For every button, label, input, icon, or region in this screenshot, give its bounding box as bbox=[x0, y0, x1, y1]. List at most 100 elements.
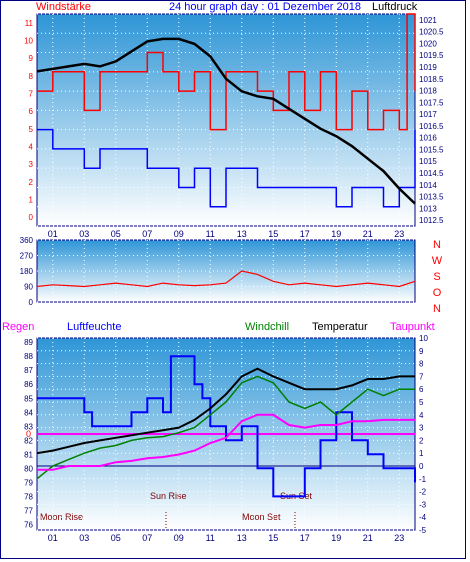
wind-axis-label: Windstärke bbox=[36, 1, 91, 13]
direction-tick-label: 90 bbox=[24, 283, 33, 292]
temperature-tick-label: -3 bbox=[419, 500, 427, 509]
temperature-tick-label: -5 bbox=[419, 526, 427, 535]
humidity-tick-label: 77 bbox=[24, 506, 33, 515]
x-tick-label: 05 bbox=[111, 229, 121, 239]
wind-tick-label: 4 bbox=[29, 143, 34, 152]
temperature-tick-label: 5 bbox=[419, 398, 424, 407]
humidity-tick-label: 84 bbox=[24, 408, 33, 417]
legend-taupunkt: Taupunkt bbox=[390, 321, 435, 333]
humidity-tick-label: 82 bbox=[24, 436, 33, 445]
humidity-tick-label: 88 bbox=[24, 352, 33, 361]
chart-title: 24 hour graph day : 01 Dezember 2018 bbox=[169, 1, 361, 13]
pressure-tick-label: 1019 bbox=[419, 63, 437, 72]
pressure-tick-label: 1012.5 bbox=[419, 216, 444, 225]
x-tick-label: 01 bbox=[48, 533, 58, 543]
temperature-tick-label: 1 bbox=[419, 449, 424, 458]
pressure-tick-label: 1016 bbox=[419, 134, 437, 143]
x-tick-label: 07 bbox=[142, 229, 152, 239]
x-tick-label: 13 bbox=[237, 533, 247, 543]
x-tick-label: 13 bbox=[237, 229, 247, 239]
temperature-tick-label: -4 bbox=[419, 513, 427, 522]
wind-tick-label: 7 bbox=[29, 90, 34, 99]
temperature-tick-label: -1 bbox=[419, 475, 427, 484]
x-tick-label: 19 bbox=[331, 533, 341, 543]
wind-tick-label: 2 bbox=[29, 178, 34, 187]
pressure-tick-label: 1018 bbox=[419, 87, 437, 96]
legend-windchill: Windchill bbox=[245, 321, 289, 333]
temperature-tick-label: 7 bbox=[419, 372, 424, 381]
x-tick-label: 23 bbox=[394, 229, 404, 239]
series-windchill bbox=[36, 375, 415, 480]
x-tick-label: 11 bbox=[206, 533, 215, 543]
x-tick-label: 03 bbox=[79, 229, 89, 239]
pressure-tick-label: 1013.5 bbox=[419, 193, 444, 202]
temperature-tick-label: 0 bbox=[419, 462, 424, 471]
wind-tick-label: 0 bbox=[29, 213, 34, 222]
temperature-tick-label: 9 bbox=[419, 347, 424, 356]
temperature-tick-label: 2 bbox=[419, 436, 424, 445]
humidity-tick-label: 76 bbox=[24, 520, 33, 529]
direction-letter: N bbox=[433, 239, 441, 251]
series-layer bbox=[36, 13, 416, 498]
x-tick-label: 09 bbox=[174, 533, 184, 543]
rain-zero-label: 0 bbox=[26, 429, 31, 439]
wind-tick-label: 8 bbox=[29, 72, 34, 81]
pressure-axis-label: Luftdruck bbox=[372, 1, 418, 13]
pressure-tick-label: 1017 bbox=[419, 110, 437, 119]
pressure-tick-label: 1020 bbox=[419, 39, 437, 48]
series-gust bbox=[37, 128, 416, 208]
wind-tick-label: 11 bbox=[25, 19, 34, 28]
wind-tick-label: 3 bbox=[29, 160, 34, 169]
wind-tick-label: 10 bbox=[24, 37, 33, 46]
humidity-tick-label: 87 bbox=[24, 366, 33, 375]
x-tick-label: 07 bbox=[142, 533, 152, 543]
wind-tick-label: 6 bbox=[29, 107, 34, 116]
pressure-tick-label: 1015 bbox=[419, 157, 437, 166]
sun-rise-label: Sun Rise bbox=[150, 491, 187, 501]
x-tick-label: 03 bbox=[79, 533, 89, 543]
pressure-tick-label: 1013 bbox=[419, 204, 437, 213]
temperature-tick-label: 6 bbox=[419, 385, 424, 394]
pressure-tick-label: 1019.5 bbox=[419, 51, 444, 60]
pressure-tick-label: 1021 bbox=[419, 16, 437, 25]
x-tick-label: 23 bbox=[394, 533, 404, 543]
temperature-tick-label: 10 bbox=[419, 334, 428, 343]
x-tick-label: 05 bbox=[111, 533, 121, 543]
x-tick-label: 01 bbox=[48, 229, 58, 239]
x-tick-label: 19 bbox=[331, 229, 341, 239]
wind-tick-label: 1 bbox=[29, 196, 34, 205]
x-tick-label: 21 bbox=[363, 533, 373, 543]
humidity-tick-label: 83 bbox=[24, 422, 33, 431]
direction-tick-label: 180 bbox=[20, 267, 34, 276]
legend-temperatur: Temperatur bbox=[312, 321, 368, 333]
temperature-tick-label: -2 bbox=[419, 488, 427, 497]
direction-tick-label: 0 bbox=[29, 298, 34, 307]
series-wind bbox=[37, 13, 416, 131]
humidity-tick-label: 86 bbox=[24, 380, 33, 389]
humidity-tick-label: 81 bbox=[24, 450, 33, 459]
legend-luftfeuchte: Luftfeuchte bbox=[67, 321, 121, 333]
pressure-tick-label: 1014.5 bbox=[419, 169, 444, 178]
legend-regen: Regen bbox=[2, 321, 34, 333]
wind-tick-label: 5 bbox=[29, 125, 34, 134]
series-wind-direction bbox=[36, 270, 416, 288]
humidity-tick-label: 80 bbox=[24, 464, 33, 473]
pressure-tick-label: 1020.5 bbox=[419, 28, 444, 37]
x-tick-label: 15 bbox=[268, 229, 278, 239]
x-tick-label: 09 bbox=[174, 229, 184, 239]
x-tick-label: 21 bbox=[363, 229, 373, 239]
direction-letter: W bbox=[432, 255, 443, 267]
direction-tick-label: 270 bbox=[20, 252, 34, 261]
humidity-tick-label: 85 bbox=[24, 394, 33, 403]
temperature-tick-label: 3 bbox=[419, 424, 424, 433]
x-tick-label: 11 bbox=[206, 229, 215, 239]
direction-tick-label: 360 bbox=[20, 236, 34, 245]
x-tick-label: 15 bbox=[268, 533, 278, 543]
wind-tick-label: 9 bbox=[29, 54, 34, 63]
series-dewpoint bbox=[37, 413, 415, 471]
temperature-tick-label: 8 bbox=[419, 360, 424, 369]
series-temperature bbox=[36, 367, 415, 455]
